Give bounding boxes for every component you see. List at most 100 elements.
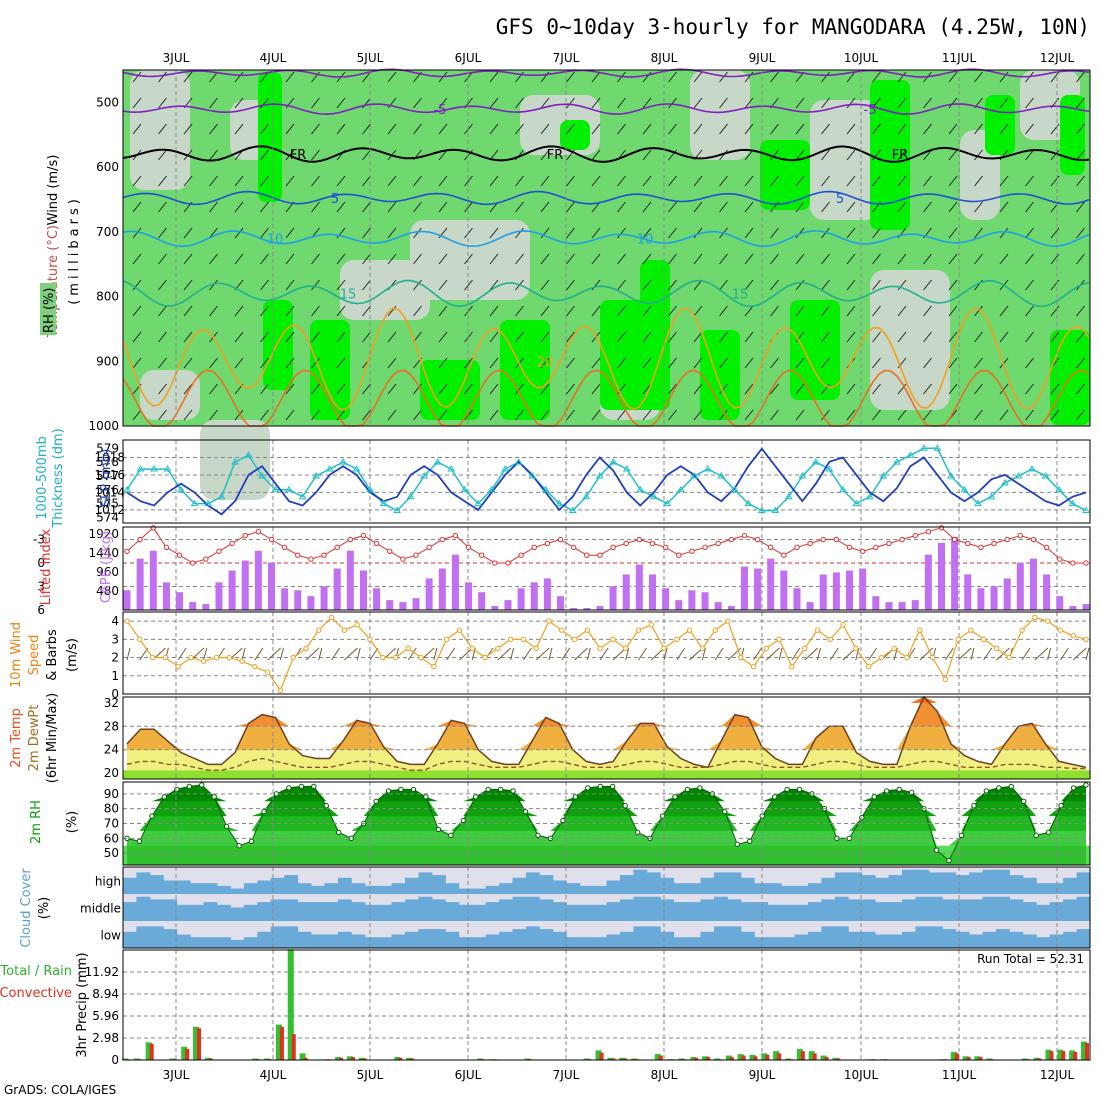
wind-barb xyxy=(829,647,839,661)
wind-barb xyxy=(719,123,728,135)
precip-total-bar xyxy=(737,1054,744,1060)
cloud-bar xyxy=(324,934,339,948)
thickness-point xyxy=(298,492,307,500)
y-tick-label: 800 xyxy=(96,290,119,304)
wind-speed-point xyxy=(814,627,821,633)
rh-dry-patch xyxy=(810,100,880,220)
wind-speed-point xyxy=(635,627,642,633)
wind-barb xyxy=(744,279,754,291)
wind-barb xyxy=(642,305,652,317)
cape-bar xyxy=(478,592,486,610)
wind-barb xyxy=(209,175,218,187)
wind-barb xyxy=(668,175,677,187)
lifted-index-point xyxy=(584,552,590,558)
rh2-label: 2m RH xyxy=(29,800,44,844)
thickness-point xyxy=(852,499,861,507)
cape-bar xyxy=(557,596,565,610)
rh-point xyxy=(871,794,877,800)
wind-barb xyxy=(540,357,550,369)
date-label-bottom: 7JUL xyxy=(553,1068,580,1082)
wind-barb xyxy=(158,149,167,161)
wind-speed-point xyxy=(559,627,565,633)
rh-dry-patch xyxy=(690,70,750,160)
cloud-bar xyxy=(888,934,903,948)
wind-barb xyxy=(795,409,805,421)
thickness-point xyxy=(433,458,442,465)
wind-barb xyxy=(515,383,524,395)
wind-barb xyxy=(617,279,626,291)
precip-label-b: Convective xyxy=(0,986,72,1001)
rh-point xyxy=(585,785,591,791)
cloud-bar xyxy=(512,896,527,921)
lifted-index-point xyxy=(189,560,196,566)
wind-barb xyxy=(693,305,703,317)
cloud-bar xyxy=(633,869,648,894)
wind-barb xyxy=(362,149,371,161)
thickness-point xyxy=(204,499,212,507)
wind-barb xyxy=(693,97,703,109)
y-tick-label: 500 xyxy=(96,95,119,109)
date-label-bottom: 8JUL xyxy=(651,1068,678,1082)
wind-barb xyxy=(234,331,244,343)
cloud-bar xyxy=(821,899,836,921)
rh-point xyxy=(497,786,504,793)
cape-bar xyxy=(228,570,236,610)
cloud-bar xyxy=(848,899,863,921)
precip-convective-bar xyxy=(658,1055,663,1060)
lifted-index-point xyxy=(1017,532,1024,539)
thickness-point xyxy=(838,485,847,493)
wind-barb xyxy=(753,647,762,661)
cloud-bar xyxy=(740,931,755,948)
cloud-bar xyxy=(472,904,487,921)
cloud-bar xyxy=(163,880,178,894)
cape-bar xyxy=(911,600,919,610)
cloud-bar xyxy=(1022,877,1037,894)
y-tick-label: 900 xyxy=(96,354,119,368)
wind-barb xyxy=(778,647,783,661)
wind-speed-point xyxy=(124,618,130,624)
cape-bar xyxy=(859,568,867,610)
rh-point xyxy=(298,783,305,790)
wind-barb xyxy=(177,647,187,661)
cloud-bar xyxy=(687,937,702,948)
rh-saturated-patch xyxy=(263,300,293,390)
precip-total-bar xyxy=(690,1057,697,1060)
wind-barb xyxy=(625,647,630,661)
wind-barb xyxy=(540,253,550,265)
cloud-bar xyxy=(190,883,205,894)
wind-barb xyxy=(311,149,320,161)
wind-barb xyxy=(438,331,448,343)
rh-dry-patch xyxy=(410,220,530,300)
wind-barb xyxy=(183,331,193,343)
rh-point xyxy=(236,843,242,849)
cape-bar xyxy=(675,600,683,610)
precip-total-bar xyxy=(1057,1049,1064,1060)
precip-total-bar xyxy=(264,1058,271,1060)
cloud-label: Cloud Cover xyxy=(19,868,34,948)
wind-barb xyxy=(1076,305,1085,317)
wind-barb xyxy=(1050,227,1060,239)
precip-convective-bar xyxy=(753,1056,758,1060)
rh-point xyxy=(896,786,902,793)
wind-barb xyxy=(413,383,422,395)
wind-barb xyxy=(209,409,218,421)
thickness-point xyxy=(217,492,226,500)
wind-barb xyxy=(260,123,269,135)
thickness-point xyxy=(622,465,631,472)
wind-barb xyxy=(642,331,652,343)
wind-speed-point xyxy=(738,654,744,661)
panel-frame xyxy=(122,696,1091,780)
cloud-bar xyxy=(431,899,446,921)
wind-barb xyxy=(846,71,856,83)
precip-total-bar xyxy=(204,1057,211,1060)
cloud-bar xyxy=(848,931,863,948)
precip-convective-bar xyxy=(398,1057,403,1060)
thickness-point xyxy=(1014,471,1023,479)
precip-convective-bar xyxy=(611,1058,616,1060)
thickness-point xyxy=(244,451,253,458)
wind-barb xyxy=(923,331,932,343)
wind-barb xyxy=(489,331,499,343)
rh-point xyxy=(796,786,803,793)
cloud-bar xyxy=(431,929,446,948)
